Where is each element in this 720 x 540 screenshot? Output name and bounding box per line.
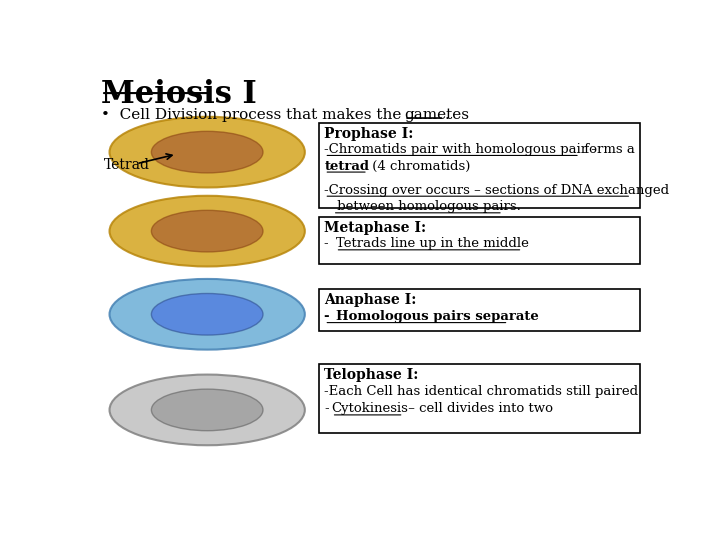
- Text: -Chromatids pair with homologous pair -: -Chromatids pair with homologous pair -: [324, 143, 596, 156]
- Text: gametes: gametes: [404, 109, 469, 123]
- Text: forms a: forms a: [580, 143, 635, 156]
- Text: Telophase I:: Telophase I:: [324, 368, 419, 382]
- Ellipse shape: [109, 117, 305, 187]
- Ellipse shape: [151, 210, 263, 252]
- Text: -: -: [324, 238, 333, 251]
- Ellipse shape: [151, 389, 263, 431]
- FancyBboxPatch shape: [319, 364, 639, 433]
- Text: tetrad: tetrad: [324, 160, 369, 173]
- Text: -Each Cell has identical chromatids still paired: -Each Cell has identical chromatids stil…: [324, 385, 639, 398]
- Ellipse shape: [109, 279, 305, 349]
- Text: between homologous pairs.: between homologous pairs.: [333, 200, 521, 213]
- Text: Tetrad: Tetrad: [104, 158, 150, 172]
- Text: Cytokinesis: Cytokinesis: [332, 402, 408, 415]
- Text: Tetrads line up in the middle: Tetrads line up in the middle: [336, 238, 528, 251]
- FancyBboxPatch shape: [319, 289, 639, 331]
- Text: Metaphase I:: Metaphase I:: [324, 221, 426, 235]
- Ellipse shape: [151, 131, 263, 173]
- FancyBboxPatch shape: [319, 217, 639, 265]
- Ellipse shape: [109, 196, 305, 266]
- FancyBboxPatch shape: [319, 123, 639, 208]
- Text: Prophase I:: Prophase I:: [324, 127, 414, 141]
- Ellipse shape: [151, 293, 263, 335]
- Text: Anaphase I:: Anaphase I:: [324, 294, 417, 307]
- Text: •  Cell Division process that makes the: • Cell Division process that makes the: [101, 109, 406, 123]
- Text: – cell divides into two: – cell divides into two: [404, 402, 553, 415]
- Text: -Crossing over occurs – sections of DNA exchanged: -Crossing over occurs – sections of DNA …: [324, 184, 670, 197]
- Text: (4 chromatids): (4 chromatids): [368, 160, 470, 173]
- Text: Meiosis I: Meiosis I: [101, 79, 257, 110]
- Text: -: -: [324, 310, 335, 323]
- Text: -: -: [324, 402, 329, 415]
- Text: .: .: [445, 109, 449, 123]
- Ellipse shape: [109, 375, 305, 446]
- Text: Homologous pairs separate: Homologous pairs separate: [336, 310, 539, 323]
